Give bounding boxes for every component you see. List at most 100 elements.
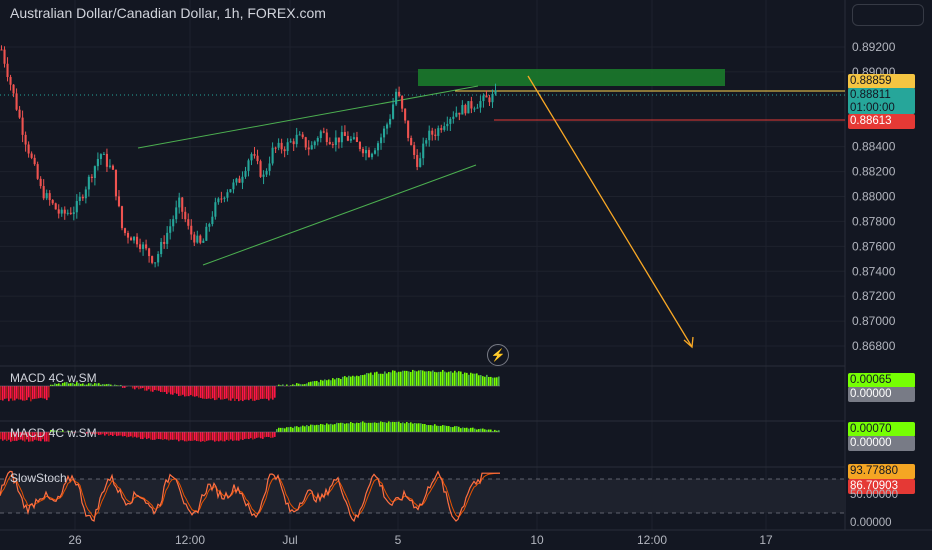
macd-bar xyxy=(258,432,260,438)
macd-bar xyxy=(28,432,30,442)
macd2-label[interactable]: MACD 4C w.SM xyxy=(10,426,97,440)
candle-body xyxy=(307,147,310,150)
macd-bar xyxy=(492,377,494,386)
candle-body xyxy=(301,134,304,138)
candle-body xyxy=(169,226,172,233)
macd-bar xyxy=(450,371,452,386)
macd-bar xyxy=(118,432,120,436)
macd-bar xyxy=(172,386,174,395)
macd-bar xyxy=(150,386,152,392)
candle-body xyxy=(304,137,307,148)
macd-bar xyxy=(120,432,122,436)
macd-bar xyxy=(476,429,478,432)
candle-body xyxy=(401,95,404,109)
macd-bar xyxy=(74,432,76,433)
stoch-k-tag: 93.77880 xyxy=(848,464,915,479)
macd1-zero-tag: 0.00000 xyxy=(848,387,915,402)
wedge-lower-line[interactable] xyxy=(202,164,477,266)
macd-bar xyxy=(446,372,448,386)
macd-bar xyxy=(148,386,150,390)
candle-body xyxy=(355,137,358,142)
macd-bar xyxy=(70,383,72,386)
macd-bar xyxy=(328,424,330,432)
macd-bar xyxy=(394,422,396,432)
macd-bar xyxy=(448,371,450,386)
price-tick: 0.89200 xyxy=(852,40,896,54)
macd-bar xyxy=(154,386,156,391)
candle-body xyxy=(24,134,27,145)
candle-body xyxy=(108,165,111,167)
macd-bar xyxy=(250,432,252,439)
macd-bar xyxy=(92,432,94,435)
candle-body xyxy=(455,112,458,117)
macd-bar xyxy=(450,426,452,432)
macd-bar xyxy=(332,378,334,386)
macd-bar xyxy=(46,386,48,401)
macd-bar xyxy=(308,382,310,386)
macd-bar xyxy=(282,427,284,432)
macd-bar xyxy=(416,423,418,432)
macd-bar xyxy=(190,432,192,441)
macd-bar xyxy=(214,386,216,401)
price-tick: 0.87200 xyxy=(852,289,896,303)
macd-bar xyxy=(392,421,394,432)
macd-bar xyxy=(344,423,346,432)
macd-bar xyxy=(242,386,244,402)
macd-bar xyxy=(108,432,110,436)
macd-bar xyxy=(176,432,178,440)
candle-body xyxy=(135,236,139,245)
candle-body xyxy=(331,144,334,146)
candle-body xyxy=(271,147,274,164)
candle-body xyxy=(470,101,473,109)
macd1-label[interactable]: MACD 4C w.SM xyxy=(10,371,97,385)
macd-bar xyxy=(72,382,74,386)
stoch-mid-tick: 50.00000 xyxy=(850,489,898,501)
macd-bar xyxy=(216,432,218,441)
macd-bar xyxy=(0,432,2,440)
macd-bar xyxy=(376,422,378,432)
macd-bar xyxy=(144,386,146,391)
lightning-icon[interactable]: ⚡ xyxy=(487,344,509,366)
macd-bar xyxy=(116,432,118,437)
time-axis[interactable]: 26 12:00 Jul 5 10 12:00 17 xyxy=(68,533,773,547)
macd-bar xyxy=(498,430,500,432)
macd-bar xyxy=(192,432,194,441)
candle-body xyxy=(3,49,6,64)
axis-settings-button[interactable] xyxy=(852,4,924,26)
macd-bar xyxy=(122,432,124,437)
projection-arrow[interactable] xyxy=(527,75,693,348)
macd-bar xyxy=(346,377,348,386)
candle-body xyxy=(96,158,99,167)
macd-bar xyxy=(222,386,224,400)
macd-bar xyxy=(248,386,250,401)
target-zone[interactable] xyxy=(418,69,725,86)
candle-body xyxy=(247,160,250,171)
macd-bar xyxy=(240,432,242,440)
macd-bar xyxy=(334,424,336,432)
macd-bar xyxy=(248,432,250,440)
macd-bar xyxy=(2,386,4,401)
macd-bar xyxy=(446,425,448,432)
candle-body xyxy=(313,141,316,146)
macd-bar xyxy=(200,432,202,442)
macd-bar xyxy=(364,422,366,432)
candle-body xyxy=(57,209,60,214)
macd-bar xyxy=(258,386,260,401)
macd-bar xyxy=(300,384,302,386)
macd-bar xyxy=(194,386,196,397)
wedge-upper-line[interactable] xyxy=(137,85,479,149)
candle-body xyxy=(30,153,33,158)
candle-body xyxy=(268,163,271,171)
macd-bar xyxy=(88,383,90,386)
macd-bar xyxy=(210,432,212,441)
macd-bar xyxy=(238,386,240,402)
macd-bar xyxy=(334,379,336,386)
macd-bar xyxy=(0,386,2,401)
candle-body xyxy=(289,141,292,143)
candle-body xyxy=(129,237,133,241)
stoch-label[interactable]: SlowStoch xyxy=(10,471,67,485)
macd-bar xyxy=(346,423,348,432)
macd-bar xyxy=(330,423,332,432)
candle-body xyxy=(187,219,190,226)
macd-bar xyxy=(206,432,208,441)
